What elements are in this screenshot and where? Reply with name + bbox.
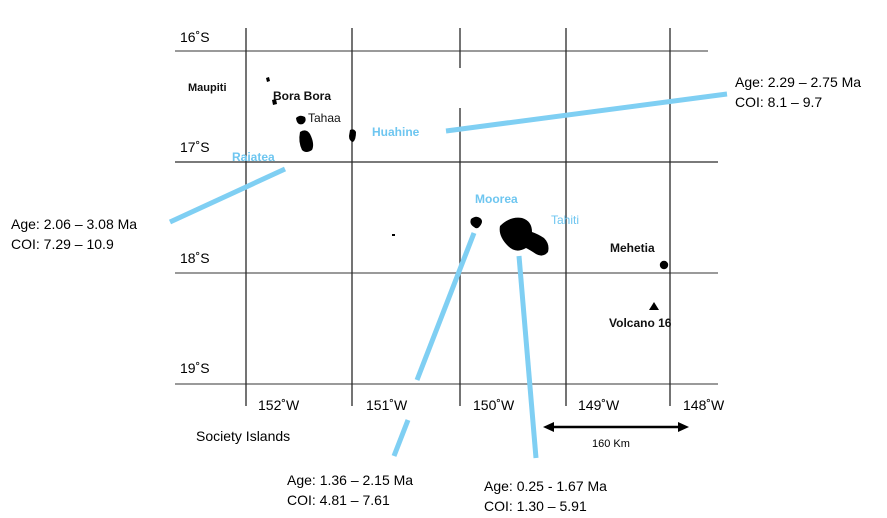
scale-bar — [543, 422, 689, 432]
raiatea-island-shape — [299, 130, 314, 152]
moorea-callout-line-upper — [414, 232, 477, 381]
moorea-age: Age: 1.36 – 2.15 Ma — [287, 472, 414, 488]
island-label-raiatea: Raiatea — [232, 150, 275, 164]
raiatea-annotation: Age: 2.06 – 3.08 Ma COI: 7.29 – 10.9 — [11, 214, 137, 254]
huahine-island-shape — [349, 129, 356, 142]
tahiti-island-shape — [499, 217, 549, 256]
island-label-maupiti: Maupiti — [188, 82, 227, 94]
bora-bora-islet-shape — [272, 99, 277, 105]
island-label-moorea: Moorea — [475, 192, 518, 206]
latitude-label-18s: 18˚S — [180, 250, 210, 266]
mehetia-island-shape — [659, 260, 669, 270]
huahine-callout-line — [445, 91, 728, 134]
island-label-bora-bora: Bora Bora — [273, 89, 332, 103]
longitude-label-151w: 151˚W — [366, 397, 408, 413]
callout-lines — [168, 91, 728, 459]
longitude-label-150w: 150˚W — [473, 397, 515, 413]
moorea-annotation: Age: 1.36 – 2.15 Ma COI: 4.81 – 7.61 — [287, 470, 413, 510]
latitude-label-19s: 19˚S — [180, 360, 210, 376]
moorea-callout-line-lower — [391, 419, 411, 457]
huahine-annotation: Age: 2.29 – 2.75 Ma COI: 8.1 – 9.7 — [735, 72, 861, 112]
small-islet-shape — [392, 234, 395, 236]
longitude-label-149w: 149˚W — [578, 397, 620, 413]
huahine-coi: COI: 8.1 – 9.7 — [735, 94, 823, 110]
raiatea-callout-line — [168, 166, 287, 225]
latitude-label-16s: 16˚S — [180, 29, 210, 45]
tahaa-island-shape — [296, 115, 306, 125]
moorea-island-shape — [470, 216, 482, 229]
island-label-volcano16: Volcano 16 — [609, 316, 672, 330]
longitude-label-152w: 152˚W — [258, 397, 300, 413]
tahiti-age: Age: 0.25 - 1.67 Ma — [484, 478, 607, 494]
scale-bar-label: 160 Km — [592, 438, 630, 450]
volcano16-marker-triangle — [649, 302, 659, 310]
raiatea-coi: COI: 7.29 – 10.9 — [11, 236, 114, 252]
tahiti-callout-line — [516, 255, 539, 459]
longitude-label-148w: 148˚W — [683, 397, 725, 413]
tahiti-annotation: Age: 0.25 - 1.67 Ma COI: 1.30 – 5.91 — [484, 476, 607, 516]
latitude-label-17s: 17˚S — [180, 139, 210, 155]
huahine-age: Age: 2.29 – 2.75 Ma — [735, 74, 862, 90]
bora-bora-island-shape — [266, 77, 270, 82]
islands — [266, 77, 669, 310]
island-label-huahine: Huahine — [372, 125, 420, 139]
raiatea-age: Age: 2.06 – 3.08 Ma — [11, 216, 138, 232]
map-caption: Society Islands — [196, 428, 291, 444]
latitude-grid — [175, 50, 718, 385]
island-label-mehetia: Mehetia — [610, 241, 655, 255]
moorea-coi: COI: 4.81 – 7.61 — [287, 492, 390, 508]
island-label-tahiti: Tahiti — [551, 213, 580, 227]
tahiti-coi: COI: 1.30 – 5.91 — [484, 498, 587, 514]
island-label-tahaa: Tahaa — [308, 111, 341, 125]
